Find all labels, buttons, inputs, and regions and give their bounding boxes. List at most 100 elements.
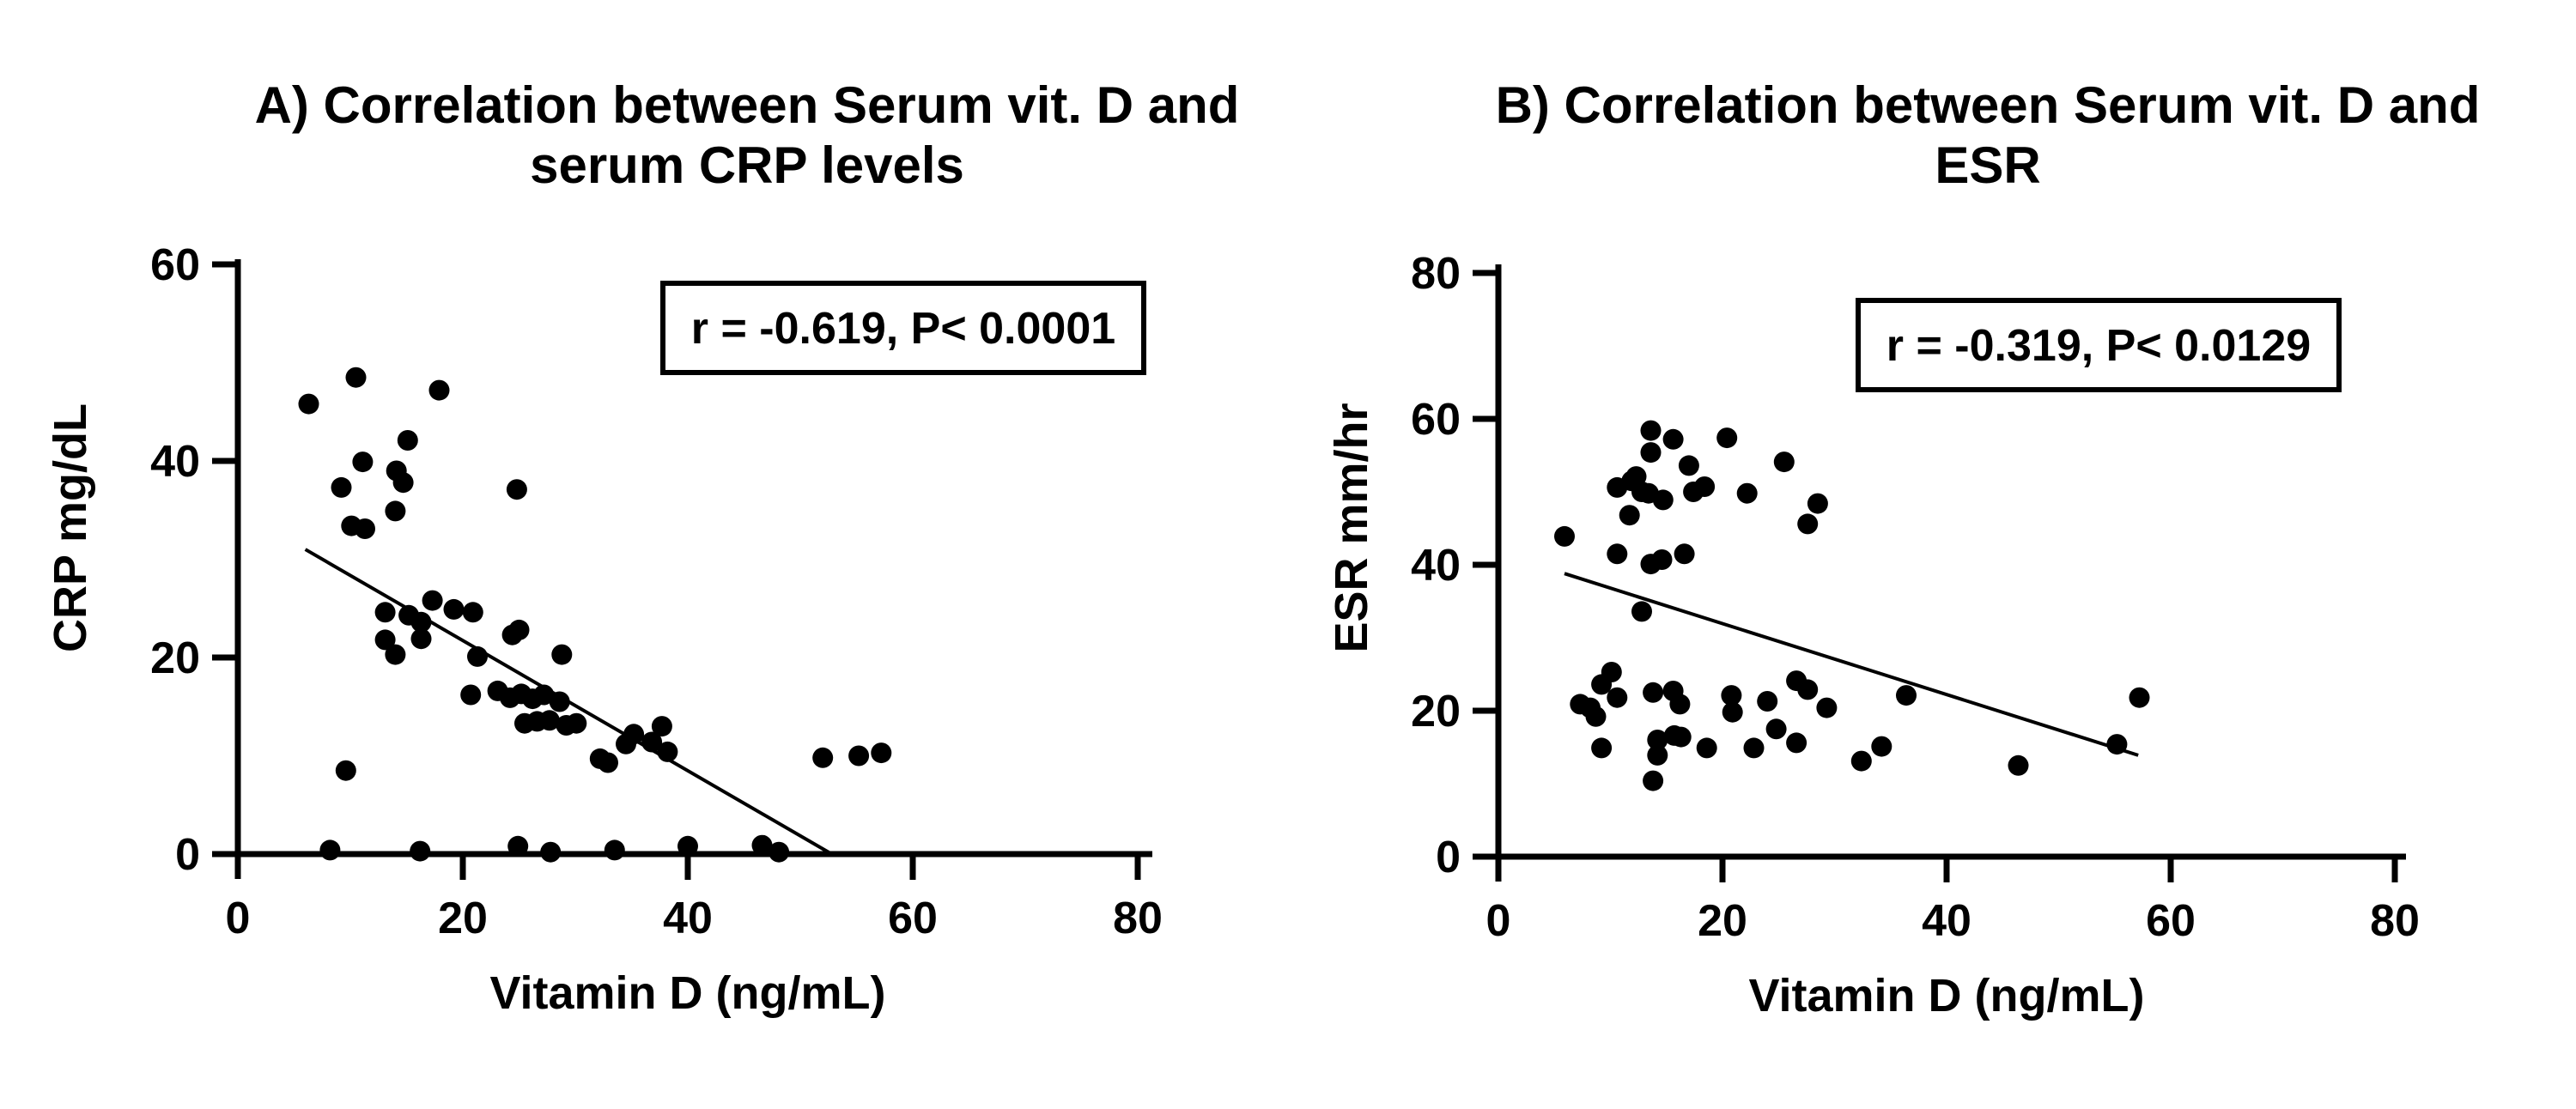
data-point bbox=[2106, 734, 2128, 755]
x-tick-label: 20 bbox=[1698, 896, 1747, 946]
y-tick-label: 40 bbox=[150, 437, 200, 487]
data-point bbox=[1816, 697, 1838, 718]
data-point bbox=[1721, 685, 1742, 706]
data-point bbox=[335, 760, 356, 781]
y-axis-title: CRP mg/dL bbox=[45, 403, 96, 652]
data-point bbox=[1591, 674, 1613, 695]
data-point bbox=[1619, 505, 1640, 526]
data-point bbox=[462, 602, 483, 623]
annotation-text: r = -0.619, P< 0.0001 bbox=[691, 304, 1115, 354]
data-point bbox=[566, 712, 587, 734]
data-point bbox=[1640, 442, 1662, 464]
y-tick-label: 80 bbox=[1411, 249, 1461, 299]
data-point bbox=[1716, 427, 1738, 449]
x-tick-label: 20 bbox=[438, 894, 488, 943]
y-tick-label: 20 bbox=[1411, 687, 1461, 736]
chart-title-a-line2: serum CRP levels bbox=[530, 136, 964, 194]
data-point bbox=[540, 841, 562, 863]
data-point bbox=[374, 602, 396, 623]
data-point bbox=[397, 430, 418, 451]
data-point bbox=[1871, 736, 1893, 757]
data-point bbox=[1647, 744, 1668, 766]
x-tick-label: 0 bbox=[226, 894, 251, 943]
annotation-text: r = -0.319, P< 0.0129 bbox=[1886, 321, 2311, 371]
data-point bbox=[1765, 718, 1787, 740]
y-tick-label: 0 bbox=[175, 830, 200, 880]
x-tick-label: 40 bbox=[1922, 896, 1971, 946]
chart-title-b: B) Correlation between Serum vit. D and … bbox=[1344, 76, 2576, 196]
data-point bbox=[385, 500, 406, 522]
data-point bbox=[533, 684, 555, 706]
data-point bbox=[1757, 691, 1778, 712]
data-point bbox=[1670, 726, 1692, 748]
data-point bbox=[1554, 525, 1575, 547]
x-tick-label: 80 bbox=[2370, 896, 2420, 946]
data-point bbox=[345, 367, 367, 388]
data-point bbox=[1640, 420, 1662, 441]
data-point bbox=[2008, 754, 2029, 776]
data-point bbox=[598, 752, 618, 773]
data-point bbox=[1651, 549, 1673, 570]
data-point bbox=[1786, 732, 1807, 754]
data-point bbox=[410, 840, 431, 862]
data-point bbox=[812, 747, 834, 768]
data-point bbox=[1678, 455, 1699, 476]
scatter-chart-esr: B) Correlation between Serum vit. D and … bbox=[1288, 0, 2576, 1109]
data-point bbox=[1736, 482, 1758, 504]
data-point bbox=[352, 451, 374, 473]
data-point bbox=[1850, 750, 1872, 772]
data-point bbox=[641, 731, 663, 753]
data-point bbox=[1652, 489, 1674, 511]
data-point bbox=[507, 835, 529, 857]
data-point bbox=[549, 691, 570, 712]
data-point bbox=[1722, 701, 1743, 723]
data-point bbox=[460, 684, 482, 706]
data-point bbox=[2129, 687, 2150, 708]
data-point bbox=[1607, 543, 1628, 565]
data-point bbox=[1696, 737, 1717, 759]
data-point bbox=[1570, 694, 1591, 715]
chart-title-a: A) Correlation between Serum vit. D and … bbox=[103, 76, 1391, 196]
data-point bbox=[769, 841, 790, 863]
data-point bbox=[1669, 694, 1691, 715]
data-point bbox=[538, 710, 560, 731]
y-tick-label: 40 bbox=[1411, 541, 1461, 591]
data-point bbox=[467, 645, 488, 667]
chart-title-b-line2: ESR bbox=[1935, 136, 2041, 194]
data-point bbox=[1773, 451, 1795, 473]
data-point bbox=[677, 835, 698, 857]
y-tick-label: 0 bbox=[1436, 833, 1461, 882]
data-point bbox=[410, 611, 432, 633]
data-point bbox=[1694, 476, 1716, 497]
data-point bbox=[1585, 706, 1607, 727]
data-point bbox=[506, 479, 527, 500]
data-point bbox=[1896, 685, 1917, 706]
x-tick-label: 0 bbox=[1486, 896, 1511, 946]
data-point bbox=[1674, 543, 1695, 565]
scatter-plot-b: 0 20 40 60 80 0 20 40 60 80 Vitamin D (ng/mL) ESR m… bbox=[1326, 249, 2420, 1021]
data-point bbox=[319, 839, 341, 861]
data-point bbox=[331, 476, 352, 498]
data-point bbox=[422, 590, 443, 611]
annotation-box bbox=[660, 281, 1146, 375]
data-point bbox=[1607, 687, 1628, 708]
y-axis-title: ESR mm/hr bbox=[1326, 403, 1377, 652]
data-point bbox=[374, 629, 396, 651]
data-point bbox=[871, 742, 892, 764]
data-point bbox=[848, 745, 870, 767]
annotation-box bbox=[1856, 298, 2342, 392]
data-point bbox=[1797, 679, 1819, 700]
data-point bbox=[298, 393, 319, 415]
data-point bbox=[1807, 493, 1828, 514]
trend-line bbox=[1564, 572, 2139, 757]
data-point bbox=[1631, 601, 1652, 622]
chart-title-a-line1: A) Correlation between Serum vit. D and bbox=[254, 76, 1240, 134]
data-point bbox=[1662, 428, 1684, 450]
y-tick-label: 60 bbox=[1411, 395, 1461, 445]
data-point bbox=[604, 839, 625, 861]
x-tick-label: 60 bbox=[888, 894, 938, 943]
data-point bbox=[428, 379, 450, 401]
x-tick-label: 40 bbox=[663, 894, 713, 943]
data-point bbox=[1591, 737, 1613, 759]
